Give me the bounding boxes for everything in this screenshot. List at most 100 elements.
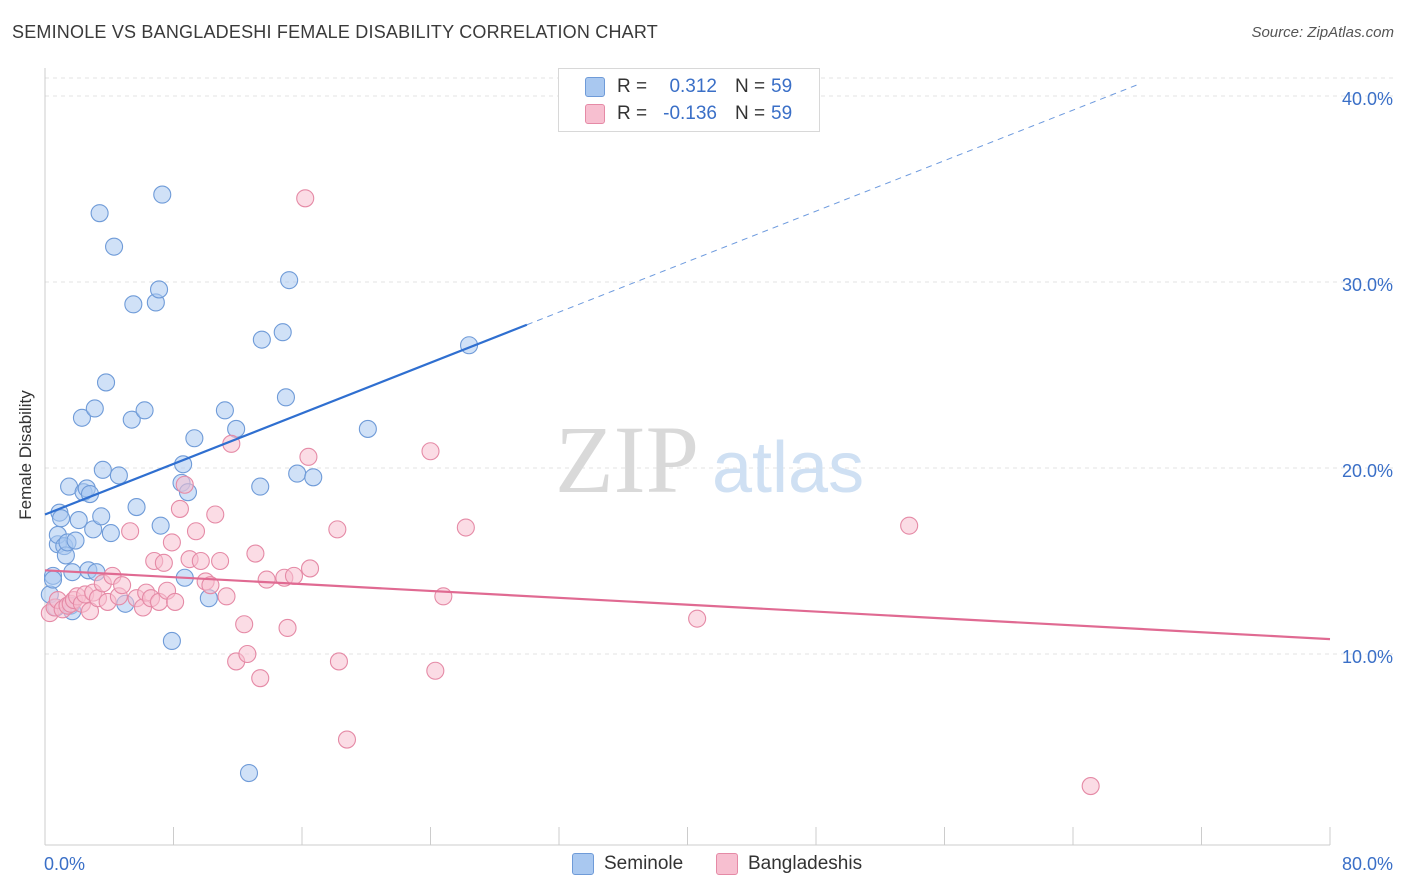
bangladeshis-point xyxy=(329,652,348,671)
seminole-point xyxy=(72,408,91,427)
chart-title: SEMINOLE VS BANGLADESHI FEMALE DISABILIT… xyxy=(12,22,658,42)
data-points xyxy=(40,185,1100,796)
bangladeshis-point xyxy=(217,587,236,606)
bottom-legend-label-bangladeshis: Bangladeshis xyxy=(748,853,863,874)
bangladeshis-trend-line xyxy=(44,569,1331,641)
bangladeshis-point xyxy=(251,669,270,688)
seminole-point xyxy=(135,401,154,420)
seminole-point xyxy=(358,419,377,438)
bangladeshis-point xyxy=(166,592,185,611)
watermark-atlas: atlas xyxy=(712,428,864,508)
legend-n-label: N = xyxy=(735,76,766,97)
legend-row-bangladeshis: R = -0.136 N = 59 xyxy=(585,101,792,127)
bangladeshis-point xyxy=(246,544,265,563)
seminole-point xyxy=(105,237,124,256)
seminole-point xyxy=(251,477,270,496)
seminole-point xyxy=(276,388,295,407)
bottom-legend-bangladeshis: Bangladeshis xyxy=(716,852,862,876)
seminole-point xyxy=(92,507,111,526)
seminole-point xyxy=(280,271,299,290)
seminole-point xyxy=(109,466,128,485)
legend-n-value: 59 xyxy=(771,103,793,124)
seminole-point xyxy=(149,280,169,299)
bangladeshis-point xyxy=(201,576,220,595)
bangladeshis-point xyxy=(191,551,210,571)
bangladeshis-point xyxy=(80,602,100,621)
x-tick-label: 0.0% xyxy=(44,854,85,874)
seminole-trend-line xyxy=(44,323,528,516)
bangladeshis-point xyxy=(278,618,297,638)
seminole-point xyxy=(69,511,88,530)
bottom-legend-swatch-seminole xyxy=(572,853,594,875)
bangladeshis-point xyxy=(284,566,304,585)
seminole-point xyxy=(185,429,204,448)
seminole-point xyxy=(101,524,120,543)
bangladeshis-point xyxy=(170,499,189,518)
legend-n-value: 59 xyxy=(771,76,793,97)
bangladeshis-point xyxy=(113,576,132,595)
legend-n-label: N = xyxy=(735,103,766,124)
y-tick-label: 40.0% xyxy=(1342,89,1393,109)
legend-r-value: -0.136 xyxy=(663,103,717,124)
y-axis-label: Female Disability xyxy=(16,390,35,520)
bangladeshis-point xyxy=(175,475,194,494)
bottom-legend-swatch-bangladeshis xyxy=(716,853,738,875)
bangladeshis-point xyxy=(211,551,230,571)
bangladeshis-point xyxy=(299,447,318,466)
bangladeshis-point xyxy=(121,522,140,541)
seminole-point xyxy=(162,631,181,651)
seminole-point xyxy=(84,520,103,539)
bangladeshis-point xyxy=(900,516,919,535)
seminole-point xyxy=(124,295,143,314)
legend-r-label: R = xyxy=(617,76,648,97)
x-tick-label: 80.0% xyxy=(1342,854,1393,874)
seminole-point xyxy=(304,468,323,487)
seminole-point xyxy=(52,509,71,528)
bangladeshis-point xyxy=(1081,777,1100,796)
bangladeshis-point xyxy=(421,442,440,461)
bangladeshis-point xyxy=(206,505,225,524)
bangladeshis-point xyxy=(296,189,315,208)
tick-labels: 10.0% 20.0% 30.0% 40.0% 0.0% 80.0% xyxy=(44,89,1393,874)
y-tick-label: 10.0% xyxy=(1342,647,1393,667)
bangladeshis-point xyxy=(300,559,320,578)
bangladeshis-point xyxy=(186,522,206,541)
seminole-point xyxy=(239,763,259,783)
bangladeshis-point xyxy=(162,533,181,552)
seminole-point xyxy=(90,204,109,223)
bangladeshis-point xyxy=(688,609,707,628)
seminole-point xyxy=(215,401,234,420)
bottom-legend-label-seminole: Seminole xyxy=(604,853,684,874)
bangladeshis-point xyxy=(257,570,276,589)
correlation-legend: R = 0.312 N = 59 R = -0.136 N = 59 xyxy=(558,68,820,132)
axes xyxy=(44,68,1331,846)
seminole-point xyxy=(252,330,271,349)
bangladeshis-point xyxy=(337,730,357,749)
trend-lines xyxy=(44,84,1331,641)
seminole-point xyxy=(127,498,146,517)
watermark-zip: ZIP xyxy=(555,406,699,513)
bangladeshis-point xyxy=(238,644,257,664)
seminole-point xyxy=(85,399,104,418)
legend-r-value: 0.312 xyxy=(669,76,717,97)
source-label: Source: ZipAtlas.com xyxy=(1251,24,1394,41)
y-tick-label: 30.0% xyxy=(1342,275,1393,295)
bangladeshis-point xyxy=(235,615,254,634)
seminole-point xyxy=(93,460,112,479)
grid-lines xyxy=(45,77,1395,655)
bangladeshis-point xyxy=(328,520,347,539)
legend-swatch-seminole xyxy=(585,77,605,97)
bangladeshis-point xyxy=(154,553,173,572)
legend-row-seminole: R = 0.312 N = 59 xyxy=(585,74,792,100)
seminole-point xyxy=(122,410,141,429)
legend-r-label: R = xyxy=(617,103,648,124)
seminole-point xyxy=(43,570,63,589)
seminole-point xyxy=(153,185,172,204)
bangladeshis-point xyxy=(426,661,445,680)
seminole-point xyxy=(151,516,170,535)
bangladeshis-point xyxy=(456,518,475,537)
seminole-point xyxy=(66,531,85,550)
seminole-point xyxy=(96,373,116,392)
legend-swatch-bangladeshis xyxy=(585,104,605,124)
